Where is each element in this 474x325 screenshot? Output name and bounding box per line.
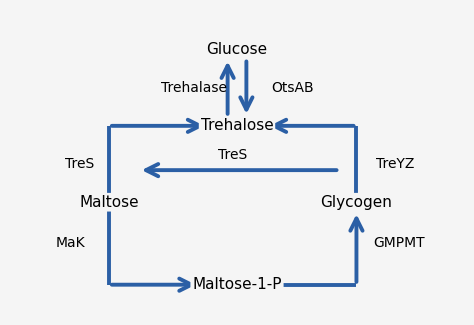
Text: TreYZ: TreYZ <box>376 157 414 171</box>
Text: OtsAB: OtsAB <box>271 81 314 95</box>
Text: Maltose: Maltose <box>79 195 139 210</box>
Text: TreS: TreS <box>64 157 94 171</box>
Text: MaK: MaK <box>56 237 85 251</box>
Text: Glycogen: Glycogen <box>320 195 392 210</box>
Text: Glucose: Glucose <box>207 42 267 57</box>
Text: Maltose-1-P: Maltose-1-P <box>192 277 282 292</box>
Text: Trehalose: Trehalose <box>201 118 273 133</box>
Text: TreS: TreS <box>218 148 247 162</box>
Text: GMPMT: GMPMT <box>374 237 425 251</box>
Text: Trehalase: Trehalase <box>161 81 228 95</box>
